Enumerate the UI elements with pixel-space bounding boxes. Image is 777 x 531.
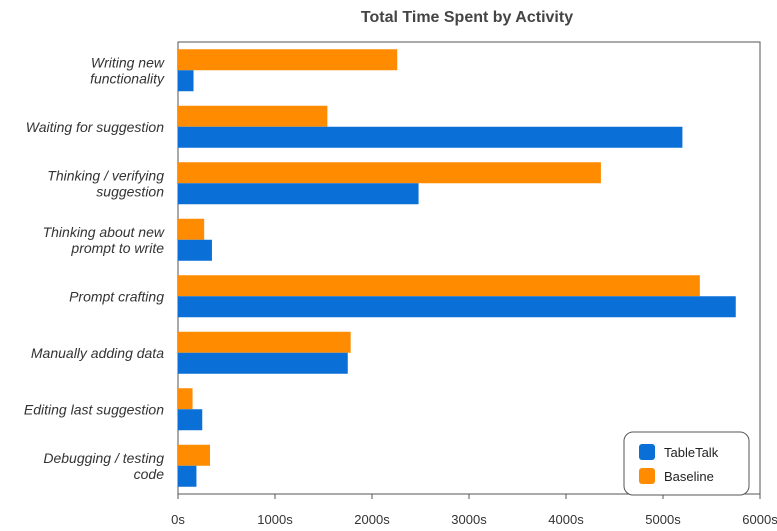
bar-baseline-writing-new-functionality — [178, 49, 398, 71]
category-label: Prompt crafting — [69, 288, 164, 304]
legend-box — [623, 431, 750, 496]
category-label: Thinking about new — [43, 224, 165, 240]
bar-tabletalk-editing-last-suggestion — [178, 409, 203, 431]
legend-label-baseline: Baseline — [664, 469, 714, 484]
bar-baseline-waiting-for-suggestion — [178, 105, 328, 127]
legend: TableTalk Baseline — [623, 431, 750, 496]
category-label: Debugging / testing — [43, 450, 164, 466]
category-label: Waiting for suggestion — [26, 119, 164, 135]
bar-tabletalk-debugging-testing-code — [178, 465, 197, 487]
category-label: Editing last suggestion — [24, 401, 164, 417]
bar-baseline-prompt-crafting — [178, 275, 700, 297]
bars-group — [178, 49, 736, 487]
bar-tabletalk-thinking-about-new-prompt-to-write — [178, 239, 212, 261]
x-tick-label: 4000s — [548, 512, 584, 527]
category-label: functionality — [90, 70, 165, 86]
bar-tabletalk-manually-adding-data — [178, 352, 348, 374]
bar-tabletalk-writing-new-functionality — [178, 70, 194, 92]
category-label: Thinking / verifying — [47, 167, 164, 183]
x-axis-ticks: 0s 1000s 2000s 3000s 4000s 5000s 6000s — [171, 494, 777, 527]
bar-baseline-manually-adding-data — [178, 331, 351, 353]
x-tick-label: 2000s — [354, 512, 390, 527]
bar-baseline-editing-last-suggestion — [178, 388, 193, 410]
legend-swatch-tabletalk — [639, 444, 655, 460]
bar-tabletalk-waiting-for-suggestion — [178, 126, 683, 148]
x-tick-label: 5000s — [645, 512, 681, 527]
x-tick-label: 6000s — [742, 512, 777, 527]
category-label: Writing new — [91, 54, 165, 70]
bar-baseline-debugging-testing-code — [178, 444, 211, 466]
x-tick-label: 0s — [171, 512, 185, 527]
bar-tabletalk-prompt-crafting — [178, 296, 736, 318]
chart-title: Total Time Spent by Activity — [361, 9, 573, 26]
category-label: code — [134, 466, 165, 482]
x-tick-label: 1000s — [257, 512, 293, 527]
category-label: suggestion — [96, 183, 164, 199]
bar-tabletalk-thinking-verifying-suggestion — [178, 183, 419, 205]
category-label: Manually adding data — [31, 345, 164, 361]
bar-baseline-thinking-about-new-prompt-to-write — [178, 218, 205, 240]
category-label: prompt to write — [70, 240, 164, 256]
legend-label-tabletalk: TableTalk — [664, 445, 719, 460]
bar-baseline-thinking-verifying-suggestion — [178, 162, 601, 184]
legend-swatch-baseline — [639, 468, 655, 484]
x-tick-label: 3000s — [451, 512, 487, 527]
